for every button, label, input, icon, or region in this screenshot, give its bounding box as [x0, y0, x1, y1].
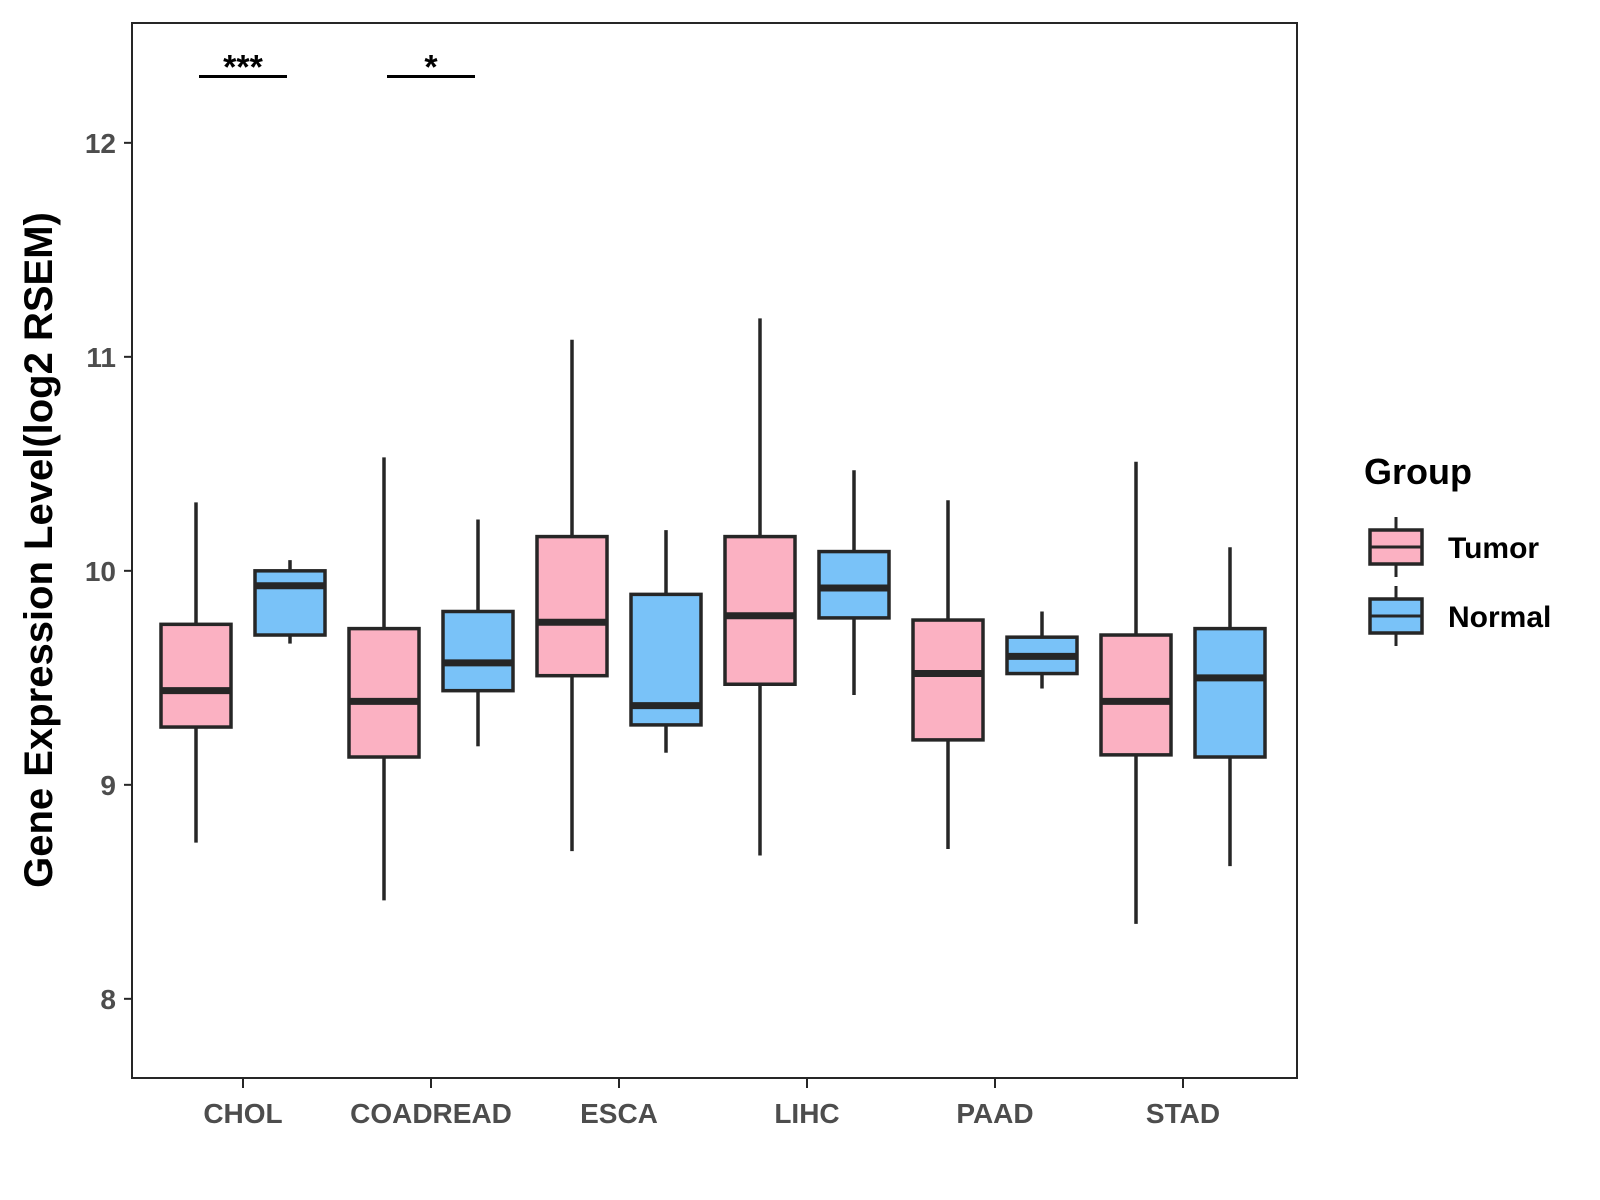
y-tick-label: 8 — [100, 984, 116, 1015]
box-paad-tumor — [911, 500, 985, 850]
x-tick-label: PAAD — [956, 1098, 1033, 1129]
legend-label: Tumor — [1448, 532, 1539, 565]
significance-label: * — [424, 48, 438, 86]
box-iqr — [1099, 633, 1173, 757]
box-esca-tumor — [535, 339, 609, 852]
y-tick-label: 10 — [85, 556, 116, 587]
y-axis-title: Gene Expression Level(log2 RSEM) — [17, 212, 61, 888]
box-lihc-normal — [817, 470, 891, 695]
box-iqr — [723, 534, 797, 686]
box-stad-normal — [1193, 547, 1267, 867]
legend: Group Tumor Normal — [1364, 451, 1551, 646]
x-tick-label: LIHC — [774, 1098, 839, 1129]
box-iqr — [441, 609, 515, 693]
box-iqr — [253, 569, 327, 637]
legend-item-normal: Normal — [1368, 586, 1551, 646]
box-iqr — [159, 622, 233, 729]
box-iqr — [911, 618, 985, 742]
legend-title: Group — [1364, 451, 1472, 492]
box-coadread-normal — [441, 519, 515, 747]
plot-area: *** * — [159, 48, 1267, 924]
y-tick-label: 12 — [85, 128, 116, 159]
x-tick-label: STAD — [1146, 1098, 1220, 1129]
significance-coadread: * — [387, 48, 475, 86]
box-iqr — [1193, 626, 1267, 759]
plot-panel-border — [131, 22, 1298, 1079]
box-chol-tumor — [159, 502, 233, 843]
legend-item-tumor: Tumor — [1368, 517, 1539, 577]
box-coadread-tumor — [347, 457, 421, 901]
significance-label: *** — [223, 48, 263, 86]
x-tick-label: CHOL — [203, 1098, 282, 1129]
box-stad-tumor — [1099, 461, 1173, 924]
legend-label: Normal — [1448, 601, 1551, 634]
x-tick-label: ESCA — [580, 1098, 658, 1129]
box-paad-normal — [1005, 611, 1079, 689]
x-tick-label: COADREAD — [350, 1098, 512, 1129]
axes: 8 9 10 11 12 CHOL COADREAD ESCA LIHC PAAD STAD — [85, 128, 1220, 1129]
box-chol-normal — [253, 560, 327, 644]
y-tick-label: 9 — [100, 770, 116, 801]
significance-chol: *** — [199, 48, 287, 86]
box-iqr — [347, 626, 421, 759]
box-esca-normal — [629, 530, 703, 753]
y-tick-label: 11 — [86, 342, 116, 373]
box-iqr — [535, 534, 609, 678]
box-lihc-tumor — [723, 318, 797, 856]
